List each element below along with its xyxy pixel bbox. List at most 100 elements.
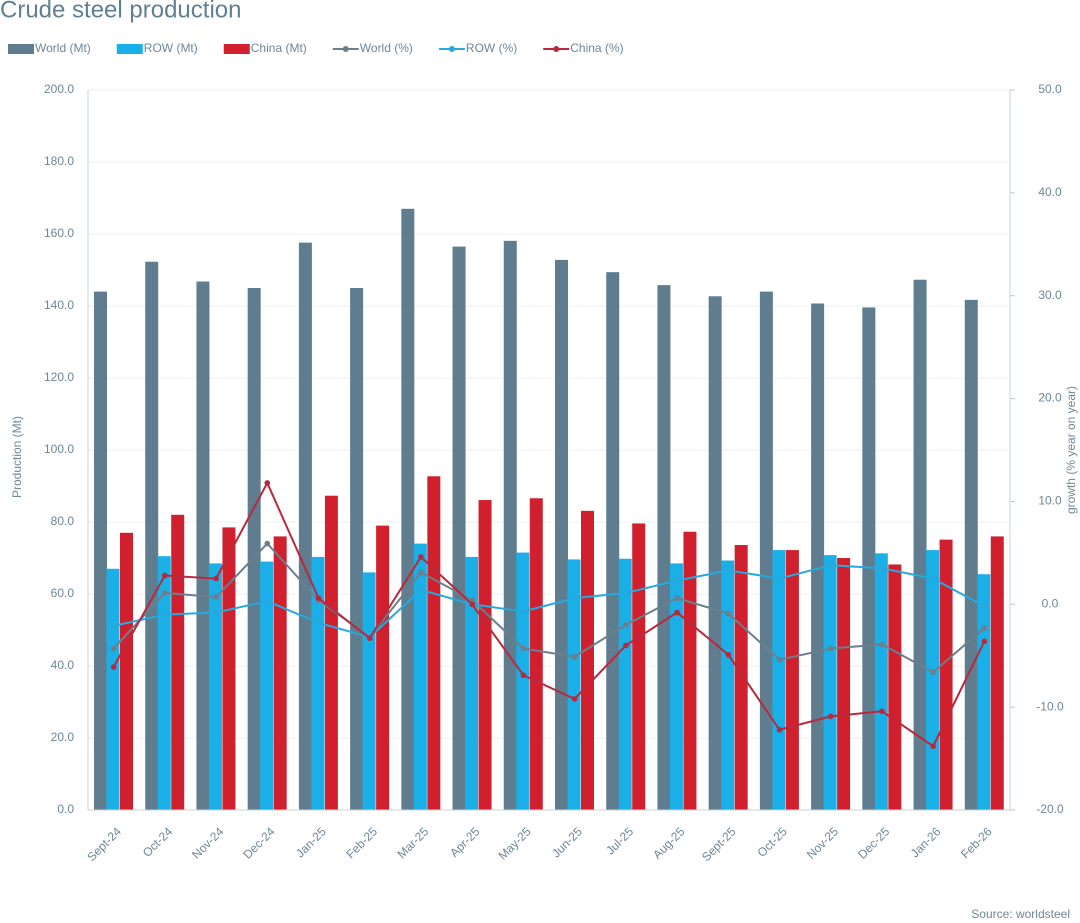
point xyxy=(315,620,322,626)
bar xyxy=(567,559,581,810)
x-tick-label: Dec-24 xyxy=(240,824,277,861)
point xyxy=(264,480,271,486)
chart-title: Crude steel production xyxy=(0,0,241,23)
point xyxy=(776,726,783,733)
bar xyxy=(503,240,517,811)
point xyxy=(827,645,834,652)
x-tick-label: May-25 xyxy=(496,824,534,862)
bar xyxy=(977,574,991,810)
y-axis-label: Production (Mt) xyxy=(10,416,24,498)
bar xyxy=(247,288,261,810)
y2-tick-label: 0.0 xyxy=(1042,596,1059,610)
point xyxy=(418,569,424,576)
point xyxy=(674,609,680,616)
point xyxy=(213,575,219,582)
bar xyxy=(413,543,427,810)
point xyxy=(674,577,680,584)
bar xyxy=(529,498,543,810)
bar xyxy=(260,561,274,810)
y2-tick-label: 50.0 xyxy=(1038,82,1062,96)
bar xyxy=(120,532,133,810)
x-tick-label: Aug-25 xyxy=(650,824,687,861)
legend-swatch-dot xyxy=(342,46,349,52)
point xyxy=(930,575,936,582)
source: Source: worldsteel xyxy=(971,907,1070,921)
y-tick-label: 160.0 xyxy=(44,226,74,240)
bar xyxy=(362,572,376,810)
legend-item: ROW (%) xyxy=(438,41,517,55)
point xyxy=(981,603,988,610)
point xyxy=(930,669,936,675)
x-tick-label: Jun-25 xyxy=(549,824,585,860)
legend-swatch xyxy=(116,44,143,54)
bar xyxy=(298,242,312,810)
point xyxy=(725,651,732,658)
y2-tick-label: 20.0 xyxy=(1038,391,1062,405)
legend-swatch xyxy=(223,44,250,54)
y-tick-label: 100.0 xyxy=(44,442,74,456)
y-tick-label: 180.0 xyxy=(44,154,74,168)
bar xyxy=(106,568,120,810)
legend-label: ROW (Mt) xyxy=(144,41,198,55)
y2-tick-label: -20.0 xyxy=(1036,802,1064,816)
bar xyxy=(708,296,722,810)
bar xyxy=(837,558,851,810)
legend-swatch-dot xyxy=(448,46,455,52)
x-tick-label: Apr-25 xyxy=(447,824,483,860)
point xyxy=(879,708,885,715)
point xyxy=(623,590,629,596)
bar xyxy=(669,563,683,810)
legend-item: China (Mt) xyxy=(223,41,307,55)
legend-label: China (Mt) xyxy=(251,41,307,55)
x-tick-label: Feb-25 xyxy=(343,824,380,861)
bar xyxy=(196,281,210,810)
point xyxy=(623,642,629,649)
point xyxy=(725,567,732,574)
point xyxy=(571,653,578,660)
bar xyxy=(939,539,953,810)
point xyxy=(469,601,475,608)
bar xyxy=(465,556,479,810)
bar xyxy=(811,303,825,810)
bar xyxy=(913,279,927,811)
point xyxy=(110,623,117,629)
x-tick-label: Nov-25 xyxy=(804,824,841,861)
bar xyxy=(888,564,902,810)
point xyxy=(725,610,732,617)
legend-item: World (Mt) xyxy=(8,41,91,55)
point xyxy=(213,609,219,616)
y2-tick-label: -10.0 xyxy=(1036,699,1064,713)
point xyxy=(674,595,680,601)
point xyxy=(776,575,783,582)
point xyxy=(520,608,527,615)
point xyxy=(981,638,988,645)
y2-tick-label: 40.0 xyxy=(1038,185,1062,199)
bar xyxy=(618,558,632,810)
point xyxy=(110,645,117,652)
x-tick-label: Sept-24 xyxy=(84,824,124,864)
point xyxy=(162,572,168,579)
legend-item: World (%) xyxy=(332,41,413,55)
point xyxy=(827,562,834,568)
x-tick-label: Sept-25 xyxy=(699,824,739,864)
bar xyxy=(555,259,568,810)
x-tick-label: Nov-24 xyxy=(189,824,226,861)
x-tick-label: Mar-25 xyxy=(395,824,432,861)
bar xyxy=(823,555,837,810)
point xyxy=(315,595,322,601)
point xyxy=(879,565,885,572)
point xyxy=(776,657,783,663)
bar xyxy=(324,495,338,810)
point xyxy=(264,598,271,604)
bar xyxy=(772,550,786,810)
point xyxy=(981,625,988,631)
y-tick-label: 60.0 xyxy=(51,586,75,600)
y-tick-label: 0.0 xyxy=(57,802,74,816)
bar xyxy=(222,527,236,810)
bar xyxy=(759,291,773,811)
bar xyxy=(208,563,222,810)
bar xyxy=(862,307,876,810)
legend-label: ROW (%) xyxy=(466,41,517,55)
point xyxy=(520,645,527,652)
